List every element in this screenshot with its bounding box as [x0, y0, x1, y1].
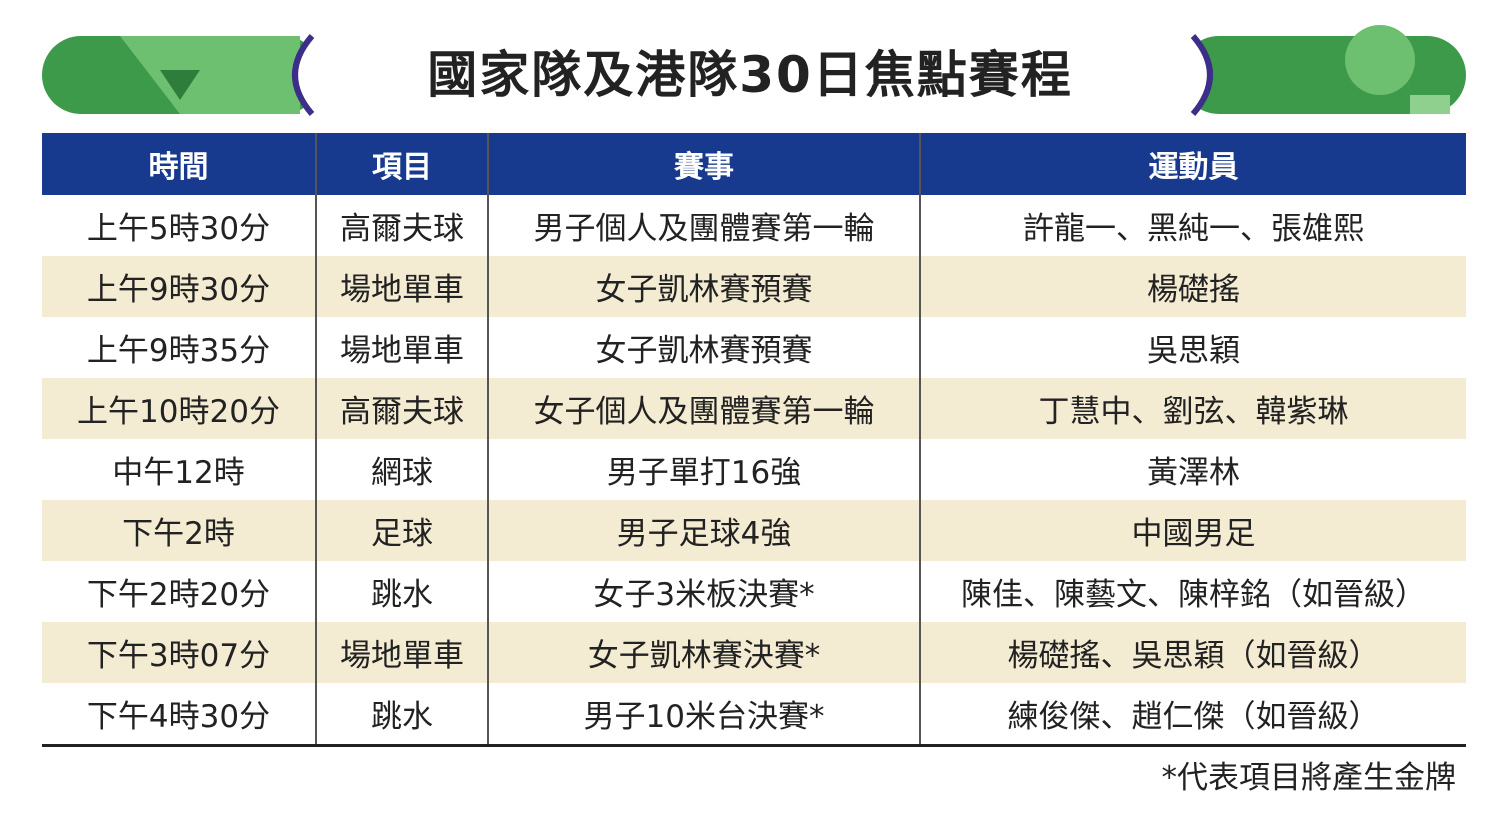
table-cell: 男子10米台決賽*	[487, 683, 920, 746]
table-cell: 女子凱林賽決賽*	[487, 622, 920, 683]
banner-decoration	[42, 25, 1466, 116]
table-cell: 上午5時30分	[86, 211, 271, 247]
table-cell: 中午12時	[112, 455, 245, 491]
table-cell: 女子凱林賽預賽	[487, 317, 920, 378]
column-header: 賽事	[487, 133, 920, 195]
table-cell: 下午4時30分	[86, 699, 271, 735]
table-cell: 高爾夫球	[315, 378, 488, 439]
table-cell: 陳佳、陳藝文、陳梓銘（如晉級）	[919, 561, 1466, 622]
table-row: 上午9時30分 場地單車 女子凱林賽預賽 楊礎搖	[42, 256, 1466, 317]
table-cell: 上午10時20分	[42, 378, 316, 439]
table-cell: 丁慧中、劉弦、韓紫琳	[919, 378, 1466, 439]
table-cell: 男子足球4強	[487, 500, 920, 561]
table-row: 上午5時30分 高爾夫球 男子個人及團體賽第一輪 許龍一、黑純一、張雄熙	[42, 195, 1466, 256]
table-row: 下午2時 足球 男子足球4強 中國男足	[42, 500, 1466, 561]
table-cell: 女子3米板決賽*	[487, 561, 920, 622]
table-cell: 場地單車	[315, 256, 488, 317]
table-row: 中午12時 網球 男子單打16強 黃澤林	[42, 439, 1466, 500]
table-cell: 許龍一、黑純一、張雄熙	[919, 195, 1466, 256]
table-cell: 楊礎搖、吳思穎（如晉級）	[919, 622, 1466, 683]
table-cell: 吳思穎	[919, 317, 1466, 378]
table-row: 下午3時07分 場地單車 女子凱林賽決賽* 楊礎搖、吳思穎（如晉級）	[42, 622, 1466, 683]
table-cell: 女子凱林賽預賽	[487, 256, 920, 317]
table-cell: 跳水	[315, 683, 488, 746]
table-cell: 男子單打16強	[487, 439, 920, 500]
title: 國家隊及港隊30日焦點賽程	[427, 46, 1073, 104]
footnote: *代表項目將產生金牌	[1161, 760, 1457, 796]
table-cell: 下午2時	[42, 500, 316, 561]
table-row: 上午9時35分 場地單車 女子凱林賽預賽 吳思穎	[42, 317, 1466, 378]
table-row: 下午2時20分 跳水 女子3米板決賽* 陳佳、陳藝文、陳梓銘（如晉級）	[42, 561, 1466, 622]
table-cell: 下午2時20分	[86, 577, 271, 613]
table-cell: 女子個人及團體賽第一輪	[487, 378, 920, 439]
table-cell: 足球	[315, 500, 488, 561]
column-header: 運動員	[919, 133, 1466, 195]
header-row: 時間 項目 賽事 運動員	[42, 133, 1466, 195]
table-cell: 下午3時07分	[42, 622, 316, 683]
column-header: 時間	[42, 133, 316, 195]
table-cell: 上午9時35分	[86, 333, 271, 369]
table-row: 下午4時30分 跳水 男子10米台決賽* 練俊傑、趙仁傑（如晉級）	[42, 683, 1466, 746]
table-cell: 跳水	[315, 561, 488, 622]
table-cell: 黃澤林	[919, 439, 1466, 500]
table-cell: 場地單車	[315, 317, 488, 378]
column-header: 項目	[315, 133, 488, 195]
table-cell: 網球	[315, 439, 488, 500]
table-cell: 上午9時30分	[42, 256, 316, 317]
table-cell: 中國男足	[919, 500, 1466, 561]
table-cell: 楊礎搖	[919, 256, 1466, 317]
table-row: 上午10時20分 高爾夫球 女子個人及團體賽第一輪 丁慧中、劉弦、韓紫琳	[42, 378, 1466, 439]
table-cell: 練俊傑、趙仁傑（如晉級）	[919, 683, 1466, 746]
table-cell: 高爾夫球	[315, 195, 488, 256]
table-cell: 男子個人及團體賽第一輪	[487, 195, 920, 256]
schedule-table: 時間 項目 賽事 運動員 上午5時30分 高爾夫球 男子個人及團體賽第一輪 許龍一、黑純一、…	[42, 133, 1466, 747]
table-cell: 場地單車	[315, 622, 488, 683]
